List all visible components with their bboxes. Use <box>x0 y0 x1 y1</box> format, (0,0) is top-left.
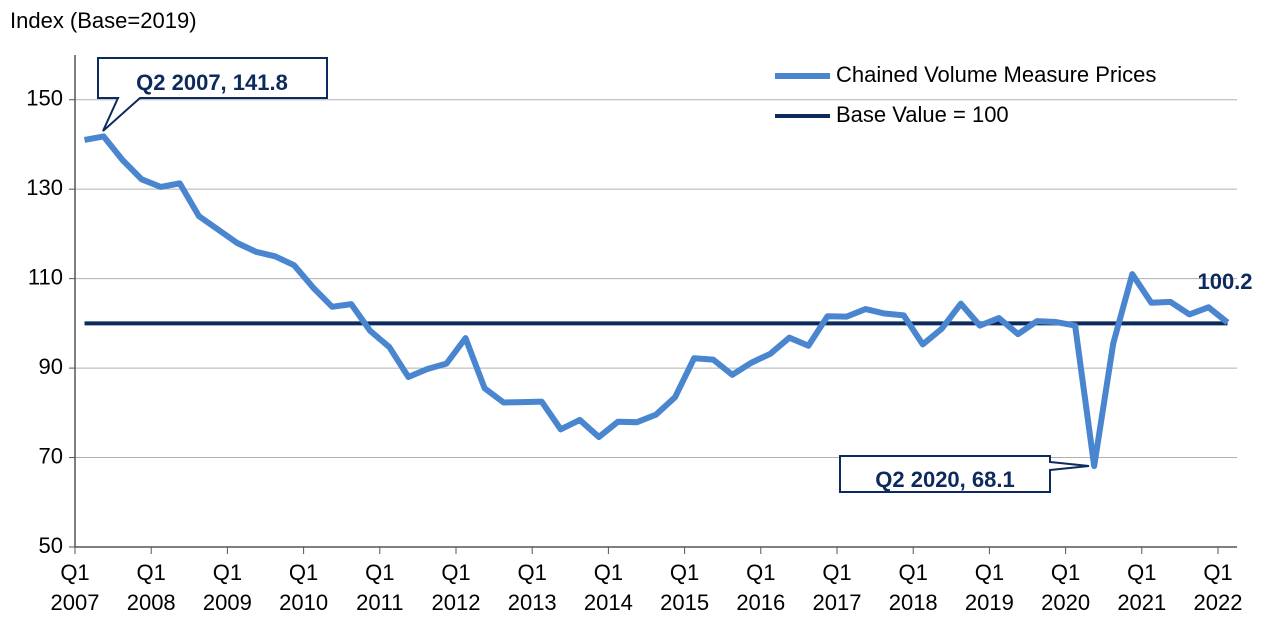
annotation: Q2 2007, 141.8 <box>136 70 288 95</box>
y-tick-label: 110 <box>28 264 63 289</box>
x-tick-label: Q1 <box>975 560 1004 585</box>
x-tick-label: Q1 <box>746 560 775 585</box>
x-tick-label: Q1 <box>441 560 470 585</box>
annotation: 100.2 <box>1197 269 1252 294</box>
x-tick-label: Q1 <box>1203 560 1232 585</box>
x-tick-label: Q1 <box>518 560 547 585</box>
y-tick-label: 90 <box>39 354 63 379</box>
x-tick-label: Q1 <box>213 560 242 585</box>
x-tick-label: 2014 <box>584 590 633 615</box>
x-tick-label: 2007 <box>51 590 100 615</box>
x-tick-label: Q1 <box>899 560 928 585</box>
x-tick-label: Q1 <box>822 560 851 585</box>
y-axis-label: Index (Base=2019) <box>10 8 197 33</box>
x-tick-label: 2021 <box>1117 590 1166 615</box>
x-tick-label: 2017 <box>813 590 862 615</box>
x-tick-label: 2018 <box>889 590 938 615</box>
x-tick-label: 2015 <box>660 590 709 615</box>
y-tick-label: 130 <box>26 175 63 200</box>
x-tick-label: Q1 <box>1051 560 1080 585</box>
callout-box <box>97 57 328 132</box>
legend-label: Base Value = 100 <box>836 102 1009 127</box>
series-line <box>83 133 1230 470</box>
x-tick-label: 2020 <box>1041 590 1090 615</box>
x-tick-label: 2019 <box>965 590 1014 615</box>
callout-box <box>839 455 1090 493</box>
y-tick-label: 50 <box>39 533 63 558</box>
y-tick-label: 150 <box>26 86 63 111</box>
x-tick-label: Q1 <box>365 560 394 585</box>
x-tick-label: Q1 <box>1127 560 1156 585</box>
x-tick-label: 2011 <box>356 590 403 615</box>
x-tick-label: Q1 <box>670 560 699 585</box>
annotation: Q2 2020, 68.1 <box>875 467 1014 492</box>
x-tick-label: 2012 <box>432 590 481 615</box>
x-tick-label: Q1 <box>137 560 166 585</box>
x-tick-label: Q1 <box>289 560 318 585</box>
x-tick-label: 2008 <box>127 590 176 615</box>
x-tick-label: 2009 <box>203 590 252 615</box>
x-tick-label: 2010 <box>279 590 328 615</box>
legend-label: Chained Volume Measure Prices <box>836 62 1156 87</box>
x-tick-label: 2016 <box>736 590 785 615</box>
x-tick-label: Q1 <box>60 560 89 585</box>
x-tick-label: Q1 <box>594 560 623 585</box>
y-tick-label: 70 <box>39 443 63 468</box>
x-tick-label: 2013 <box>508 590 557 615</box>
x-tick-label: 2022 <box>1194 590 1243 615</box>
